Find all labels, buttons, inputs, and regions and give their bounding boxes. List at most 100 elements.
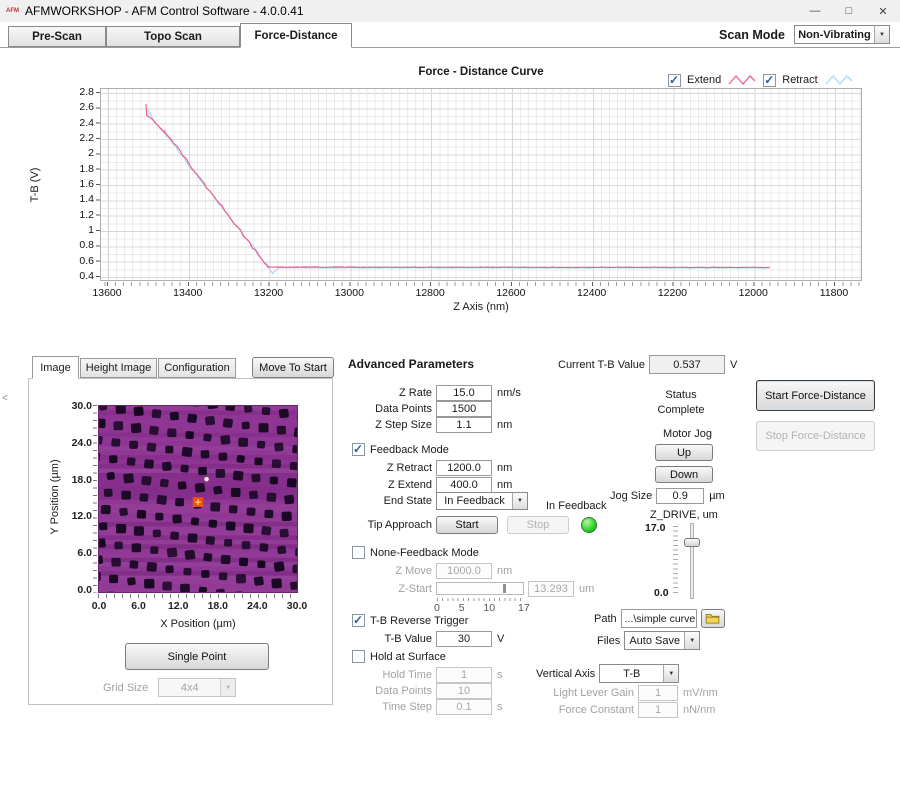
grid-size-value: 4x4 (180, 681, 199, 694)
folder-icon (705, 614, 720, 624)
force-constant-input[interactable]: 1 (638, 701, 678, 718)
chevron-down-icon[interactable]: ▼ (684, 632, 700, 649)
none-feedback-mode-checkbox[interactable] (352, 546, 365, 559)
jog-size-input[interactable]: 0.9 (656, 487, 705, 504)
vertical-axis-select[interactable]: T-B ▼ (599, 664, 680, 683)
grid-size-select[interactable]: 4x4 ▼ (158, 678, 237, 697)
z-move-unit: nm (497, 564, 513, 577)
tab-pre-scan[interactable]: Pre-Scan (8, 26, 106, 47)
end-state-label: End State (383, 494, 432, 507)
single-point-button[interactable]: Single Point (125, 643, 269, 670)
tab-force-distance[interactable]: Force-Distance (240, 23, 352, 48)
z-rate-input[interactable]: 15.0 (436, 384, 492, 401)
tb-value-unit: V (497, 632, 505, 645)
tab-topo-scan[interactable]: Topo Scan (106, 26, 240, 47)
minimize-button[interactable]: — (809, 5, 821, 17)
files-select[interactable]: Auto Save ▼ (624, 631, 701, 650)
z-drive-slider[interactable]: 17.0 0.0 (645, 520, 705, 602)
z-retract-input[interactable]: 1200.0 (436, 459, 492, 476)
image-y-tick-label: 6.0 (77, 547, 92, 560)
z-start-slider-thumb[interactable] (502, 584, 506, 593)
scan-mode-select[interactable]: Non-Vibrating ▼ (794, 25, 890, 44)
image-y-tick-label: 30.0 (71, 400, 92, 412)
z-drive-groove[interactable] (690, 523, 694, 599)
current-tb-unit: V (730, 358, 738, 371)
feedback-led-indicator (581, 516, 597, 533)
z-step-size-unit: nm (497, 418, 513, 431)
status-label: Status (665, 389, 697, 401)
motor-jog-up-button[interactable]: Up (655, 444, 713, 461)
tb-value-input[interactable]: 30 (436, 630, 492, 647)
force-distance-curves (145, 104, 770, 276)
image-x-tick-label: 18.0 (207, 600, 229, 612)
x-tick-label: 12200 (657, 287, 688, 299)
z-rate-unit: nm/s (497, 386, 521, 399)
start-force-distance-button[interactable]: Start Force-Distance (756, 380, 875, 411)
chevron-down-icon: ▼ (220, 679, 236, 696)
x-axis-ticks (100, 282, 862, 286)
force-distance-plot[interactable] (100, 88, 862, 281)
chevron-down-icon[interactable]: ▼ (663, 665, 679, 682)
x-tick-label: 13200 (253, 287, 284, 299)
advanced-parameters-title: Advanced Parameters (348, 357, 475, 371)
y-tick-label: 0.8 (79, 239, 94, 252)
motor-jog-down-button[interactable]: Down (655, 466, 713, 483)
feedback-mode-label: Feedback Mode (370, 443, 449, 456)
force-constant-label: Force Constant (558, 703, 634, 716)
chart-title: Force - Distance Curve (418, 66, 544, 78)
image-y-tick-label: 24.0 (71, 436, 92, 449)
image-y-tick-labels: 0.0 6.0 12.0 18.0 24.0 30.0 (58, 400, 92, 596)
z-rate-label: Z Rate (398, 386, 432, 399)
extend-checkbox[interactable] (668, 73, 681, 87)
image-y-tick-label: 0.0 (77, 584, 92, 596)
tb-reverse-trigger-checkbox[interactable] (352, 613, 365, 627)
time-step-input[interactable]: 0.1 (436, 698, 492, 715)
y-tick-label: 2.6 (79, 101, 94, 114)
browse-folder-button[interactable] (700, 609, 725, 628)
move-to-start-button[interactable]: Move To Start (252, 357, 334, 378)
none-feedback-mode-label: None-Feedback Mode (370, 546, 479, 559)
force-constant-unit: nN/nm (683, 703, 716, 716)
hold-time-input[interactable]: 1 (436, 666, 492, 683)
z-step-size-input[interactable]: 1.1 (436, 416, 492, 433)
collapse-panel-arrow[interactable]: < (2, 393, 8, 404)
tab-image[interactable]: Image (32, 356, 79, 379)
afm-scan-image[interactable] (99, 406, 297, 592)
status-value: Complete (657, 404, 705, 416)
close-button[interactable]: ✕ (878, 5, 888, 18)
path-input[interactable]: ...\simple curve (620, 609, 697, 628)
hold-data-points-input[interactable]: 10 (436, 682, 492, 699)
maximize-button[interactable]: □ (845, 5, 853, 17)
z-move-input[interactable]: 1000.0 (436, 562, 492, 579)
image-x-tick-label: 24.0 (247, 600, 268, 612)
files-value: Auto Save (629, 634, 681, 647)
z-start-value: 13.293 (528, 580, 574, 597)
z-start-slider[interactable] (436, 582, 524, 595)
image-x-tick-label: 30.0 (286, 600, 308, 612)
main-tab-strip: Pre-Scan Topo Scan Force-Distance Scan M… (0, 22, 900, 48)
chevron-down-icon[interactable]: ▼ (512, 492, 527, 509)
stop-force-distance-button[interactable]: Stop Force-Distance (756, 421, 875, 451)
tip-approach-stop-button[interactable]: Stop (507, 515, 569, 534)
x-tick-label: 12000 (738, 287, 768, 299)
feedback-mode-checkbox[interactable] (352, 442, 365, 456)
tab-configuration[interactable]: Configuration (158, 358, 236, 378)
x-tick-label: 13600 (92, 287, 122, 299)
tip-approach-start-button[interactable]: Start (436, 515, 498, 534)
z-extend-input[interactable]: 400.0 (436, 476, 492, 493)
hold-time-unit: s (497, 668, 503, 681)
data-points-input[interactable]: 1500 (436, 400, 492, 417)
chevron-down-icon[interactable]: ▼ (874, 26, 889, 43)
chart-legend: Extend Retract (668, 72, 854, 88)
light-lever-gain-input[interactable]: 1 (638, 684, 678, 701)
tab-height-image[interactable]: Height Image (80, 358, 157, 378)
end-state-select[interactable]: In Feedback ▼ (436, 491, 528, 510)
z-start-scale-label: 0 (434, 602, 440, 614)
x-tick-label: 13400 (173, 287, 203, 299)
hold-at-surface-checkbox[interactable] (352, 650, 365, 663)
retract-checkbox[interactable] (763, 73, 777, 87)
files-label: Files (597, 634, 621, 647)
afm-image-container[interactable] (98, 405, 298, 593)
z-drive-slider-thumb[interactable] (684, 537, 700, 547)
feedback-status-text: In Feedback (546, 500, 607, 512)
